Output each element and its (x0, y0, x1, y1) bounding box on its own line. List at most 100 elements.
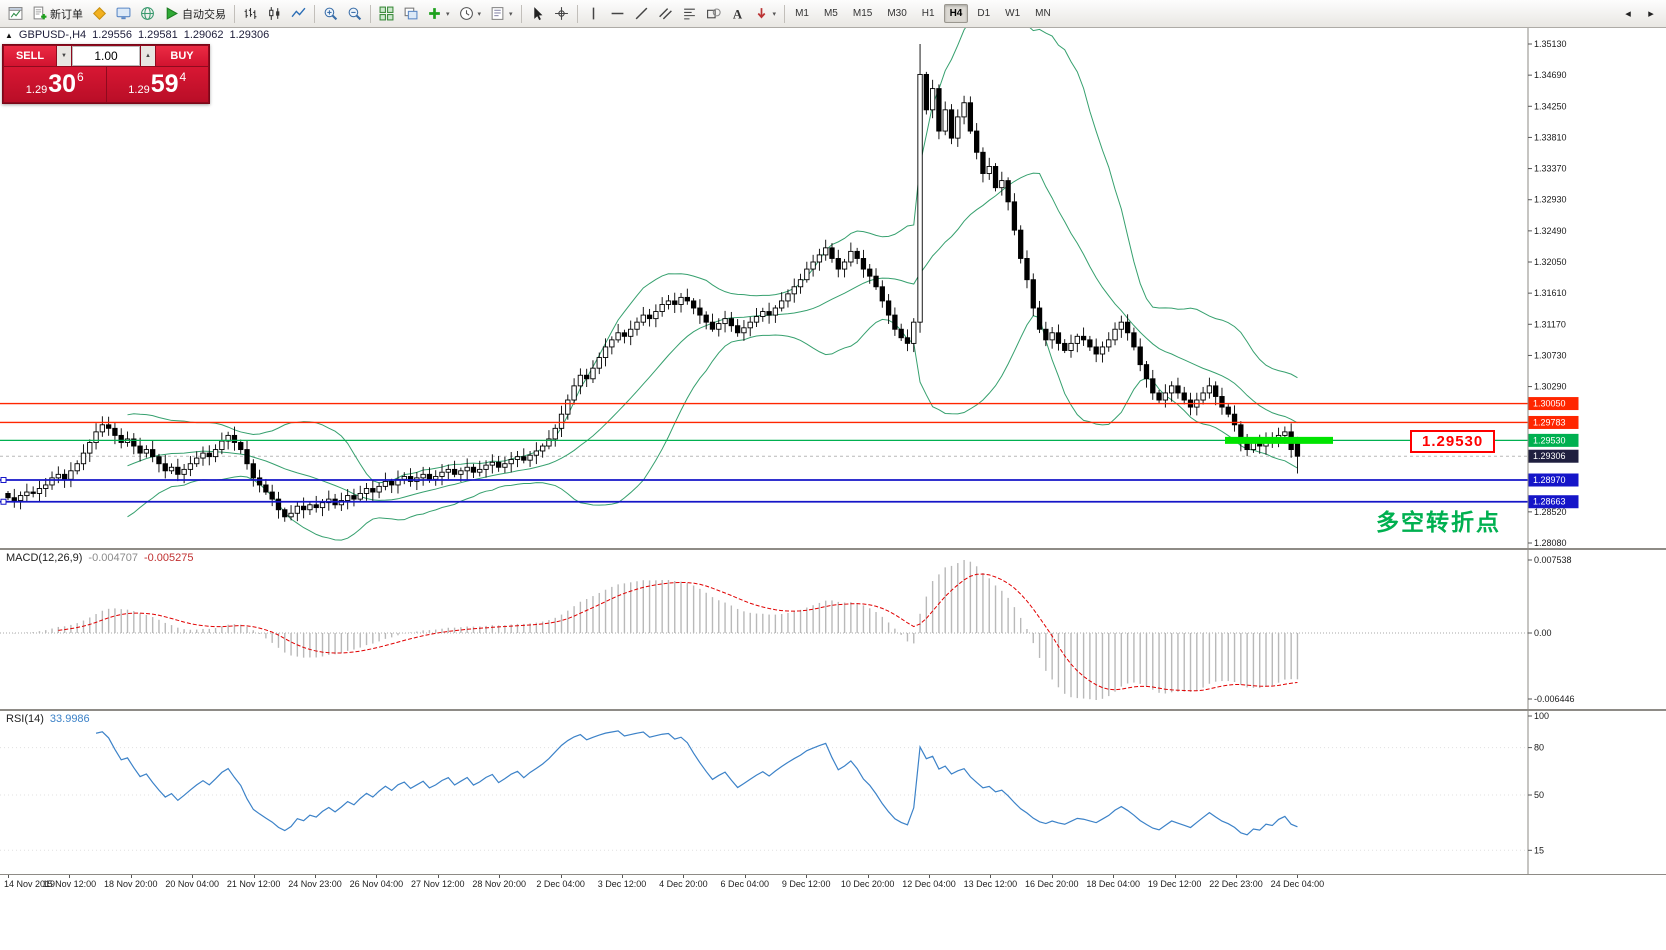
crosshair-icon (554, 6, 569, 21)
toolbar-scroll-right-button[interactable]: ▸ (1640, 3, 1662, 25)
toolbar-separator (520, 4, 522, 23)
time-tick (806, 875, 808, 878)
macd-canvas[interactable]: 0.007538 0.00 -0.006446 (0, 549, 1666, 710)
shapes-button[interactable] (702, 3, 725, 25)
toolbar-scroll-left-button[interactable]: ◂ (1617, 3, 1639, 25)
time-tick (867, 875, 869, 878)
zoom-out-button[interactable] (343, 3, 366, 25)
time-label: 27 Nov 12:00 (411, 879, 465, 889)
toolbar-separator (234, 4, 235, 23)
zoom-in-button[interactable] (319, 3, 342, 25)
time-label: 24 Dec 04:00 (1270, 879, 1325, 889)
buy-price-button[interactable]: 1.29 59 4 (106, 67, 208, 102)
arrows-button[interactable]: ▾ (750, 3, 781, 25)
timeframe-m15-button[interactable]: M15 (852, 8, 873, 19)
community-button[interactable] (136, 3, 159, 25)
time-tick (1051, 875, 1053, 878)
svg-text:-0.006446: -0.006446 (1534, 694, 1575, 704)
svg-text:1.33810: 1.33810 (1534, 132, 1567, 142)
svg-text:1.31170: 1.31170 (1534, 319, 1566, 329)
vline-icon (586, 6, 601, 21)
timeframe-m1-button[interactable]: M1 (795, 8, 809, 19)
caret-down-icon: ▾ (509, 10, 513, 18)
time-label: 16 Dec 20:00 (1025, 879, 1079, 889)
price-chart-canvas[interactable]: 1.35130 1.34690 1.34250 1.33810 1.33370 1.329… (0, 28, 1666, 549)
svg-text:1.28080: 1.28080 (1534, 538, 1567, 548)
svg-text:1.34690: 1.34690 (1534, 70, 1567, 80)
horizontal-line-button[interactable] (606, 3, 629, 25)
time-tick (744, 875, 746, 878)
periods-button[interactable]: ▾ (455, 3, 486, 25)
timeframe-m30-button[interactable]: M30 (887, 8, 907, 19)
timeframe-m5-button[interactable]: M5 (823, 8, 838, 19)
time-tick (1297, 875, 1299, 878)
channel-icon (658, 6, 673, 21)
buy-button[interactable]: BUY (156, 46, 208, 66)
time-label: 21 Nov 12:00 (226, 879, 281, 889)
svg-text:1.32050: 1.32050 (1534, 257, 1567, 267)
volume-decrease-button[interactable]: ▼ (57, 46, 71, 66)
buy-price-prefix: 1.29 (128, 84, 150, 96)
sell-price-button[interactable]: 1.29 30 6 (4, 67, 106, 102)
new-order-button[interactable]: 新订单 (28, 3, 87, 25)
cursor-button[interactable] (526, 3, 549, 25)
price-level-callout[interactable]: 1.29530 (1410, 430, 1496, 453)
cascade-windows-button[interactable] (399, 3, 422, 25)
svg-text:0.00: 0.00 (1534, 628, 1552, 638)
indicators-button[interactable]: ▾ (423, 3, 454, 25)
line-chart-button[interactable] (287, 3, 310, 25)
rsi-value: 33.9986 (49, 713, 90, 725)
sell-button[interactable]: SELL (4, 46, 56, 66)
svg-text:80: 80 (1534, 743, 1544, 753)
new-chart-button[interactable] (4, 3, 27, 25)
chart-annotation-text[interactable]: 多空转折点 (1376, 509, 1501, 535)
timeframe-mn-button[interactable]: MN (1035, 8, 1051, 19)
toolbar-buttons: 新订单 自动交易 ▾ ▾ ▾ A ▾ (4, 3, 788, 25)
vertical-line-button[interactable] (582, 3, 605, 25)
time-label: 10 Dec 20:00 (840, 879, 895, 889)
toolbar-separator (784, 4, 786, 23)
ohlc-close: 1.29306 (229, 29, 270, 41)
auto-trading-button[interactable]: 自动交易 (160, 3, 230, 25)
terminal-button[interactable] (112, 3, 135, 25)
line-icon (291, 6, 306, 21)
time-axis[interactable]: 14 Nov 2019 15 Nov 12:00 18 Nov 20:00 20 No… (0, 874, 1666, 894)
svg-text:1.29530: 1.29530 (1533, 435, 1566, 445)
tile-windows-button[interactable] (375, 3, 398, 25)
templates-button[interactable]: ▾ (486, 3, 517, 25)
channel-button[interactable] (654, 3, 677, 25)
candles-icon (267, 6, 282, 21)
svg-text:1.34250: 1.34250 (1534, 101, 1567, 111)
toolbar-separator (314, 4, 315, 23)
time-tick (130, 875, 132, 878)
timeframe-h1-button[interactable]: H1 (921, 8, 935, 19)
community-icon (140, 6, 155, 21)
time-tick (499, 875, 501, 878)
metaeditor-button[interactable] (88, 3, 111, 25)
volume-increase-button[interactable]: ▲ (141, 46, 155, 66)
volume-input[interactable]: 1.00 (72, 46, 140, 66)
collapse-panel-icon[interactable]: ▲ (5, 30, 13, 40)
bar-chart-button[interactable] (239, 3, 262, 25)
candlestick-chart-button[interactable] (263, 3, 286, 25)
sell-price-pip: 6 (77, 70, 84, 84)
text-button[interactable]: A (726, 3, 749, 25)
time-label: 12 Dec 04:00 (902, 879, 956, 889)
time-label: 28 Nov 20:00 (472, 879, 526, 889)
timeframe-d1-button[interactable]: D1 (977, 8, 991, 19)
trendline-button[interactable] (630, 3, 653, 25)
rsi-canvas[interactable]: 100 80 50 15 (0, 710, 1666, 874)
timeframe-w1-button[interactable]: W1 (1005, 8, 1021, 19)
svg-text:1.28520: 1.28520 (1534, 507, 1567, 517)
buy-price-big: 59 (150, 70, 179, 98)
timeframe-h4-button[interactable]: H4 (943, 4, 969, 23)
crosshair-button[interactable] (550, 3, 573, 25)
svg-text:1.32490: 1.32490 (1534, 226, 1567, 236)
macd-panel-separator[interactable] (0, 548, 1666, 550)
svg-text:1.30730: 1.30730 (1534, 350, 1567, 360)
time-label: 26 Nov 04:00 (349, 879, 404, 889)
caret-up-icon: ▲ (145, 53, 151, 59)
fibonacci-button[interactable] (678, 3, 701, 25)
svg-text:15: 15 (1534, 845, 1544, 855)
rsi-panel-separator[interactable] (0, 709, 1666, 711)
